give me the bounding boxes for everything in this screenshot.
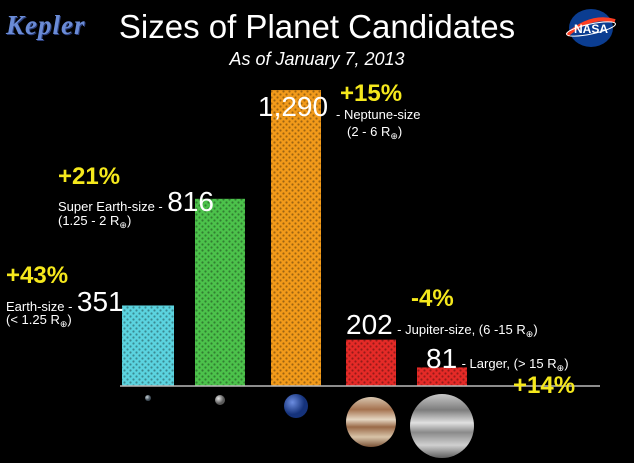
neptune-range-label: (2 - 6 R⊕) — [347, 124, 403, 141]
larger-label-row: 81 - Larger, (> 15 R⊕) — [426, 343, 569, 376]
super-earth-range-label: (1.25 - 2 R⊕) — [58, 213, 132, 230]
neptune-size-bar-texture — [271, 90, 321, 386]
planet-icons — [145, 394, 474, 458]
super-earth-planet-icon — [215, 395, 225, 405]
chart-subtitle: As of January 7, 2013 — [229, 49, 405, 69]
larger-change-label: +14% — [513, 372, 576, 399]
neptune-change-label: +15% — [340, 80, 403, 107]
neptune-count-label: 1,290 — [258, 91, 329, 122]
super-earth-size-bar-texture — [195, 198, 245, 386]
earth-planet-icon — [145, 395, 151, 401]
jupiter-label-row: 202 - Jupiter-size, (6 -15 R⊕) — [346, 309, 538, 342]
jupiter-size-bar — [346, 339, 396, 386]
super-earth-size-bar — [195, 198, 245, 386]
earth-label-row: Earth-size - 351 — [6, 286, 124, 318]
earth-size-bar — [122, 305, 174, 386]
bars-layer — [122, 90, 467, 386]
jupiter-size-bar-texture — [346, 339, 396, 386]
nasa-logo: NASA — [565, 9, 616, 47]
neptune-size-label: - Neptune-size — [336, 107, 421, 122]
jupiter-change-label: -4% — [411, 285, 454, 312]
super-earth-count-label: 816 — [167, 186, 214, 217]
larger-size-label: - Larger, (> 15 R⊕) — [461, 356, 569, 373]
jupiter-count-label: 202 — [346, 309, 393, 340]
larger-size-bar-texture — [417, 367, 467, 386]
kepler-logo: Kepler — [6, 10, 86, 40]
super-earth-size-label: Super Earth-size - — [58, 199, 163, 214]
super-earth-change-label: +21% — [58, 163, 121, 190]
larger-count-label: 81 — [426, 343, 458, 374]
super-earth-label-row: Super Earth-size - 816 — [58, 186, 214, 218]
earth-size-bar-texture — [122, 305, 174, 386]
earth-count-label: 351 — [76, 286, 124, 317]
larger-size-bar — [417, 367, 467, 386]
nasa-logo-text: NASA — [574, 22, 608, 36]
neptune-planet-icon — [284, 394, 308, 418]
earth-size-label: Earth-size - — [6, 299, 73, 314]
earth-range-label: (< 1.25 R⊕) — [6, 312, 72, 329]
earth-change-label: +43% — [6, 262, 69, 289]
jupiter-planet-icon — [346, 397, 396, 447]
jupiter-size-label: - Jupiter-size, (6 -15 R⊕) — [397, 322, 538, 339]
chart-title: Sizes of Planet Candidates — [118, 8, 516, 45]
neptune-size-bar — [271, 90, 321, 386]
larger-planet-icon — [410, 394, 474, 458]
